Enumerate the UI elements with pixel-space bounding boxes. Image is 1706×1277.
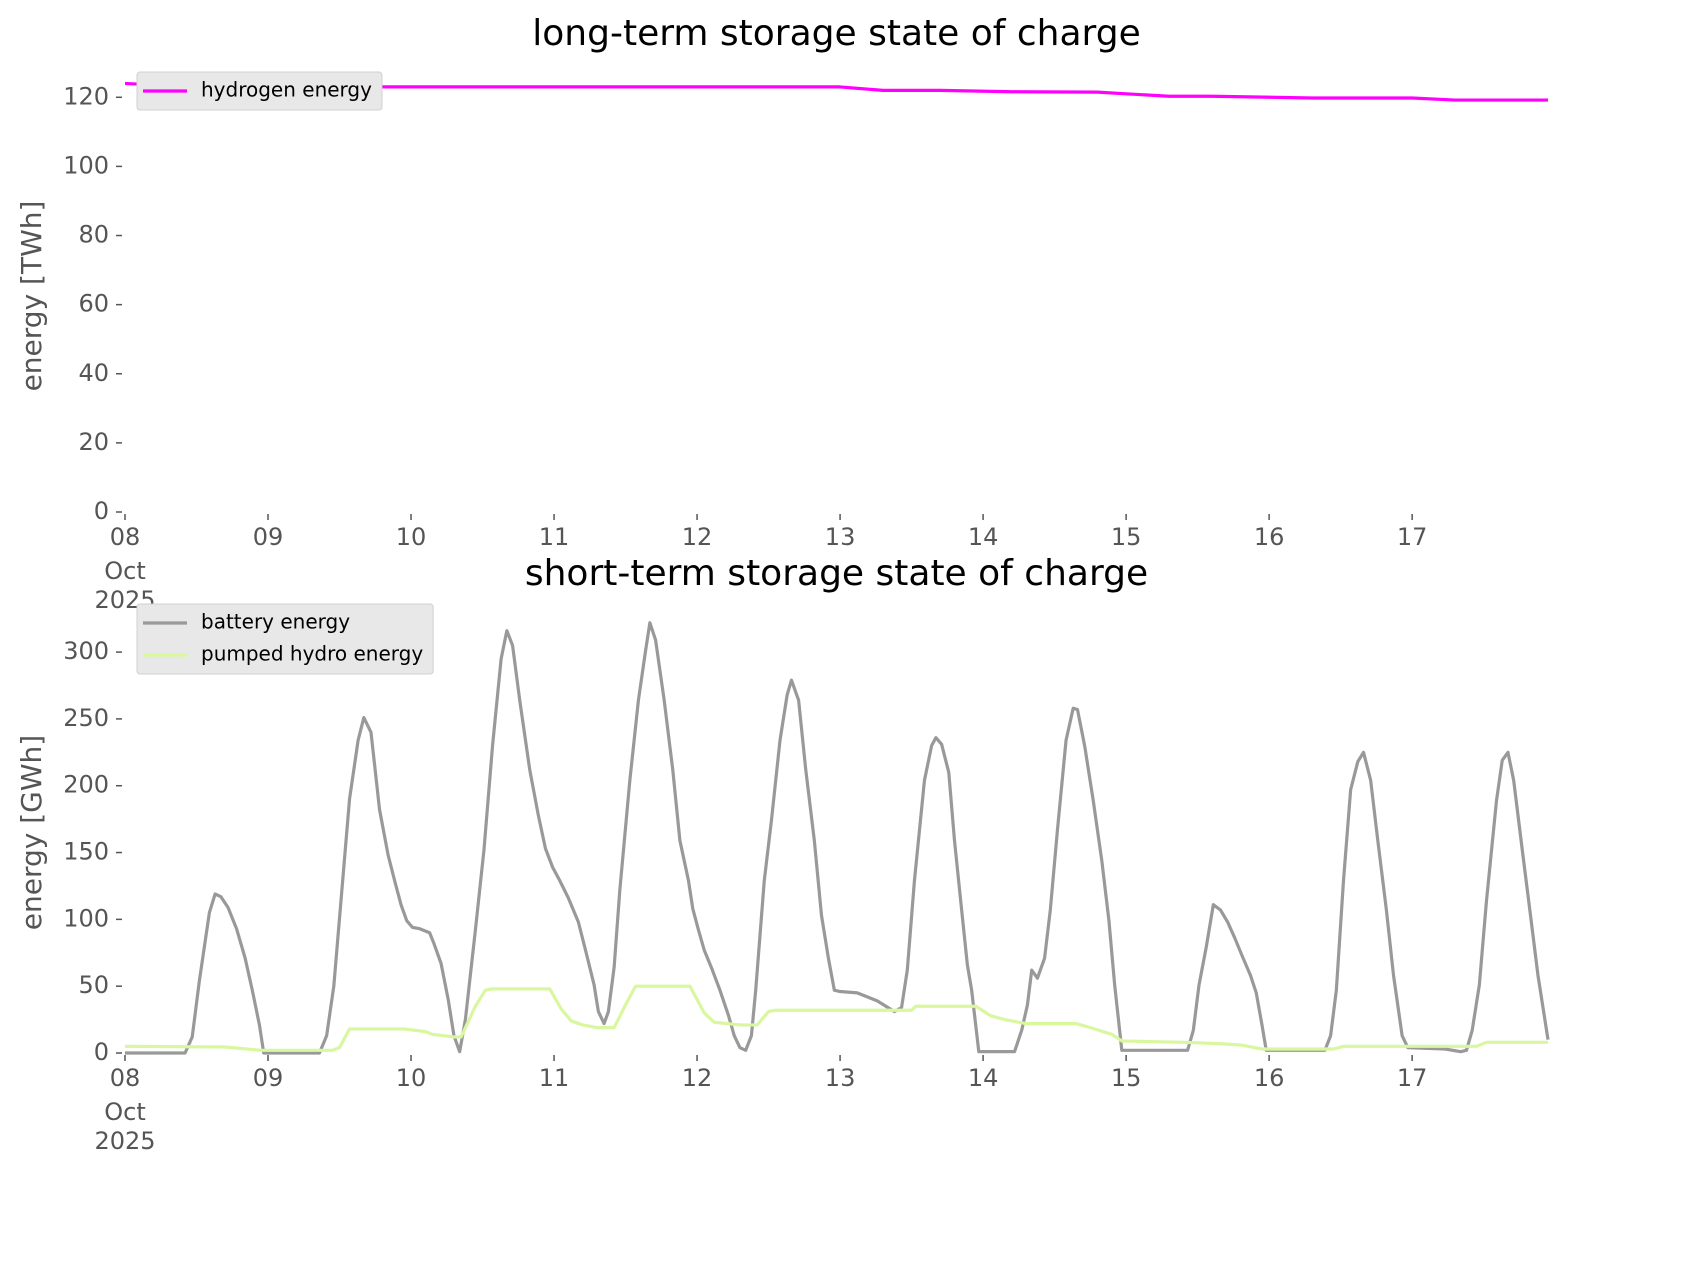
- x-tick-sublabel: Oct: [104, 557, 146, 585]
- chart-title: short-term storage state of charge: [525, 553, 1148, 594]
- x-tick-label: 11: [539, 523, 570, 551]
- y-axis-label: energy [TWh]: [15, 201, 48, 392]
- series-line: [124, 984, 1548, 1052]
- x-tick-label: 15: [1111, 1064, 1142, 1092]
- x-tick-label: 11: [539, 1064, 570, 1092]
- y-tick-label: 200: [63, 771, 109, 799]
- y-tick-label: 50: [78, 971, 109, 999]
- x-tick-label: 12: [682, 523, 713, 551]
- x-tick-label: 09: [253, 1064, 284, 1092]
- x-tick-label: 13: [825, 1064, 856, 1092]
- y-tick-label: 150: [63, 838, 109, 866]
- x-tick-label: 12: [682, 1064, 713, 1092]
- series-line: [124, 81, 1548, 102]
- x-tick-sublabel: 2025: [94, 1127, 155, 1155]
- y-tick-label: 120: [63, 82, 109, 110]
- legend-label: pumped hydro energy: [201, 642, 423, 666]
- y-tick-label: 20: [78, 428, 109, 456]
- legend-label: battery energy: [201, 610, 350, 634]
- legend: battery energy pumped hydro energy: [136, 603, 434, 675]
- y-tick-label: 100: [63, 151, 109, 179]
- y-tick-label: 300: [63, 637, 109, 665]
- series-line: [125, 621, 1550, 1055]
- x-tick-label: 10: [396, 1064, 427, 1092]
- y-tick-label: 100: [63, 904, 109, 932]
- y-tick-label: 60: [78, 290, 109, 318]
- x-tick-label: 14: [968, 523, 999, 551]
- x-tick-label: 13: [825, 523, 856, 551]
- y-tick-label: 0: [94, 497, 109, 525]
- legend-box: [136, 71, 383, 111]
- legend-box: [136, 603, 434, 675]
- x-tick-label: 15: [1111, 523, 1142, 551]
- x-tick-label: 14: [968, 1064, 999, 1092]
- x-tick-label: 08: [110, 1064, 141, 1092]
- x-tick-label: 16: [1254, 1064, 1285, 1092]
- x-tick-label: 09: [253, 523, 284, 551]
- x-tick-label: 08: [110, 523, 141, 551]
- y-tick-label: 80: [78, 221, 109, 249]
- x-tick-label: 17: [1397, 1064, 1428, 1092]
- y-tick-label: 250: [63, 704, 109, 732]
- x-tick-label: 10: [396, 523, 427, 551]
- x-tick-sublabel: Oct: [104, 1098, 146, 1126]
- y-tick-label: 40: [78, 359, 109, 387]
- legend: hydrogen energy: [136, 71, 383, 111]
- chart-title: long-term storage state of charge: [532, 13, 1140, 54]
- y-axis-label: energy [GWh]: [15, 735, 48, 930]
- x-tick-label: 16: [1254, 523, 1285, 551]
- y-tick-label: 0: [94, 1038, 109, 1066]
- legend-label: hydrogen energy: [201, 78, 372, 102]
- x-tick-label: 17: [1397, 523, 1428, 551]
